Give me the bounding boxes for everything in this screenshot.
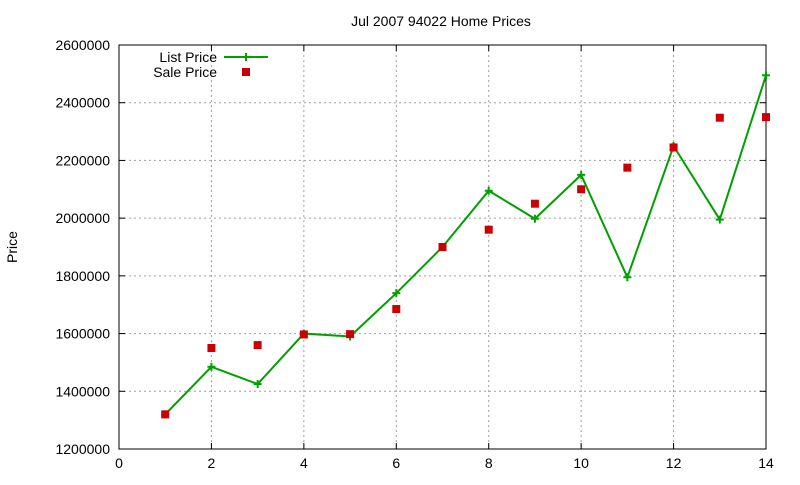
sale-price-point: [484, 225, 493, 234]
x-tick-label: 4: [300, 455, 308, 471]
list-price-point: [392, 289, 401, 298]
list-price-point: [577, 170, 586, 179]
sale-price-point: [530, 199, 539, 208]
sale-price-point: [253, 341, 262, 350]
y-tick-label: 2400000: [55, 95, 110, 111]
x-tick-label: 8: [485, 455, 493, 471]
list-price-point: [715, 215, 724, 224]
legend-square-marker: [242, 68, 250, 76]
sale-price-point: [346, 330, 355, 339]
sale-price-point: [577, 185, 586, 194]
y-tick-label: 1400000: [55, 383, 110, 399]
y-axis-label: Price: [4, 231, 20, 263]
sale-price-point: [669, 143, 678, 152]
y-tick-label: 2600000: [55, 37, 110, 53]
sale-price-point: [299, 330, 308, 339]
list-price-point: [762, 71, 770, 80]
list-price-point: [253, 380, 262, 389]
sale-price-point: [161, 410, 170, 419]
sale-price-point: [392, 305, 401, 314]
sale-price-point: [715, 113, 724, 122]
x-tick-label: 2: [208, 455, 216, 471]
sale-price-point: [623, 163, 632, 172]
x-tick-label: 10: [573, 455, 589, 471]
x-tick-label: 6: [392, 455, 400, 471]
x-tick-label: 0: [115, 455, 123, 471]
list-price-point: [484, 186, 493, 195]
list-price-point: [623, 273, 632, 282]
sale-price-point: [762, 113, 770, 122]
sale-price-point: [207, 344, 216, 352]
x-tick-label: 12: [666, 455, 682, 471]
y-tick-label: 1800000: [55, 268, 110, 284]
legend-label: Sale Price: [153, 64, 217, 80]
sale-price-point: [438, 243, 447, 251]
legend-label: List Price: [159, 49, 217, 65]
y-tick-label: 2200000: [55, 152, 110, 168]
chart-title: Jul 2007 94022 Home Prices: [351, 13, 531, 29]
list-price-point: [207, 362, 216, 371]
series-layer: [161, 71, 770, 419]
legend-plus-marker: [242, 53, 250, 61]
axis-layer: 0 2 4 6 8 10 12 14 1200000 1400000 1600000 1800000 2…: [55, 37, 774, 471]
grid-layer: [119, 45, 766, 449]
y-tick-label: 2000000: [55, 210, 110, 226]
y-tick-label: 1200000: [55, 441, 110, 457]
plot-frame: [118, 44, 767, 450]
x-tick-label: 14: [758, 455, 774, 471]
list-price-point: [530, 214, 539, 223]
list-price-line: [164, 74, 767, 416]
y-tick-label: 1600000: [55, 326, 110, 342]
